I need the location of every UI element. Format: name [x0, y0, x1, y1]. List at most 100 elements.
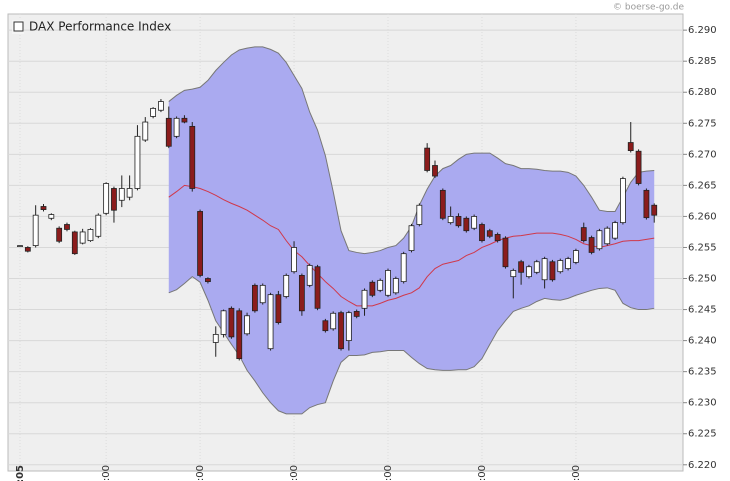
band-lower [168, 276, 655, 415]
candle-body [502, 237, 509, 268]
candle-body [526, 266, 532, 278]
candle-body [416, 204, 423, 225]
candle-body [604, 227, 611, 245]
candle-body [432, 165, 438, 177]
y-tick-label: 6.265 [688, 180, 717, 191]
candle-body [17, 245, 23, 248]
candle-body [111, 188, 117, 211]
legend-label: DAX Performance Index [29, 20, 171, 34]
y-tick-label: 6.270 [688, 149, 717, 160]
x-tick-label: 12:00 [383, 465, 394, 481]
candle-body [150, 107, 157, 117]
candle-body [40, 206, 47, 210]
candle-body [369, 281, 376, 296]
candle-body [181, 117, 188, 123]
candle-body [197, 211, 203, 276]
candle-body [212, 333, 219, 343]
candle-body [439, 189, 446, 219]
candle-body [486, 230, 493, 237]
candle-body [345, 312, 352, 342]
candle-body [267, 294, 274, 350]
x-tick-label: 13:00 [477, 465, 488, 481]
candle-body [71, 231, 78, 255]
candle-body [64, 224, 70, 230]
y-tick-label: 6.260 [688, 211, 717, 222]
candle-body [32, 214, 39, 247]
candle-body [588, 237, 595, 253]
y-tick-label: 6.225 [688, 429, 717, 440]
candle-body [549, 261, 556, 281]
candle-body [565, 258, 571, 269]
y-tick-label: 6.250 [688, 274, 717, 285]
candle-body [236, 310, 243, 360]
candle-body [158, 101, 164, 111]
y-tick-label: 6.230 [688, 398, 717, 409]
candle-body [205, 278, 211, 283]
candle-body [306, 265, 313, 286]
x-tick-label: 11:00 [289, 465, 300, 481]
candle-body [298, 275, 305, 312]
candle-body [283, 275, 290, 297]
candle-body [220, 310, 227, 335]
y-tick-label: 6.275 [688, 118, 717, 129]
band-middle [168, 184, 655, 307]
candle-body [338, 312, 344, 350]
candle-body [173, 117, 180, 137]
candle-body [400, 253, 407, 283]
candle-body [385, 270, 391, 296]
candle-body [95, 214, 102, 237]
candle-body [189, 125, 196, 189]
candle-body [510, 270, 517, 278]
candle-body [533, 261, 540, 273]
candle-body [635, 150, 642, 184]
candle-body [596, 230, 603, 250]
candle-body [142, 121, 149, 141]
candle-body [447, 216, 454, 224]
candle-body [118, 188, 125, 201]
candle-body [126, 188, 133, 198]
y-tick-label: 6.290 [688, 25, 717, 36]
candle-body [314, 266, 321, 309]
candle-body [612, 222, 618, 239]
candle-body [573, 250, 579, 263]
candle-body [541, 258, 548, 281]
candle-body [471, 216, 478, 229]
plot-layer: 08:05 09:00 10:00 11:00 12:00 13:00 14:00 [8, 14, 687, 481]
candle-body [620, 178, 626, 224]
x-tick-label: 14:00 [571, 465, 582, 481]
legend-swatch [13, 21, 24, 32]
y-tick-label: 6.235 [688, 367, 717, 378]
candle-body [494, 234, 501, 242]
candle-body [455, 216, 462, 227]
x-tick-label: 09:00 [101, 465, 112, 481]
candle-body [643, 189, 650, 219]
candle-body [56, 227, 63, 242]
candle-body [134, 135, 141, 189]
candle-body [330, 312, 337, 330]
candle-body [479, 224, 485, 242]
y-tick-label: 6.280 [688, 87, 717, 98]
candle-body [291, 247, 297, 273]
x-tick-label: 08:05 [15, 465, 26, 481]
candle-body [275, 294, 282, 323]
candle-body [651, 204, 658, 216]
candle-body [424, 147, 431, 171]
candle-body [259, 284, 266, 304]
candle-body [518, 261, 525, 273]
candle-body [322, 320, 329, 332]
y-tick-label: 6.285 [688, 56, 717, 67]
candle-body [251, 284, 258, 312]
y-tick-label: 6.240 [688, 336, 717, 347]
candle-body [103, 183, 110, 214]
candle-body [353, 311, 360, 317]
candle-body [79, 231, 86, 244]
y-tick-label: 6.245 [688, 305, 717, 316]
watermark: © boerse-go.de [613, 3, 684, 13]
candle-body [48, 214, 55, 219]
candle-body [87, 229, 94, 242]
candle-body [627, 142, 634, 152]
y-tick-label: 6.255 [688, 242, 717, 253]
candle-body [165, 117, 172, 147]
candle-body [361, 289, 368, 309]
